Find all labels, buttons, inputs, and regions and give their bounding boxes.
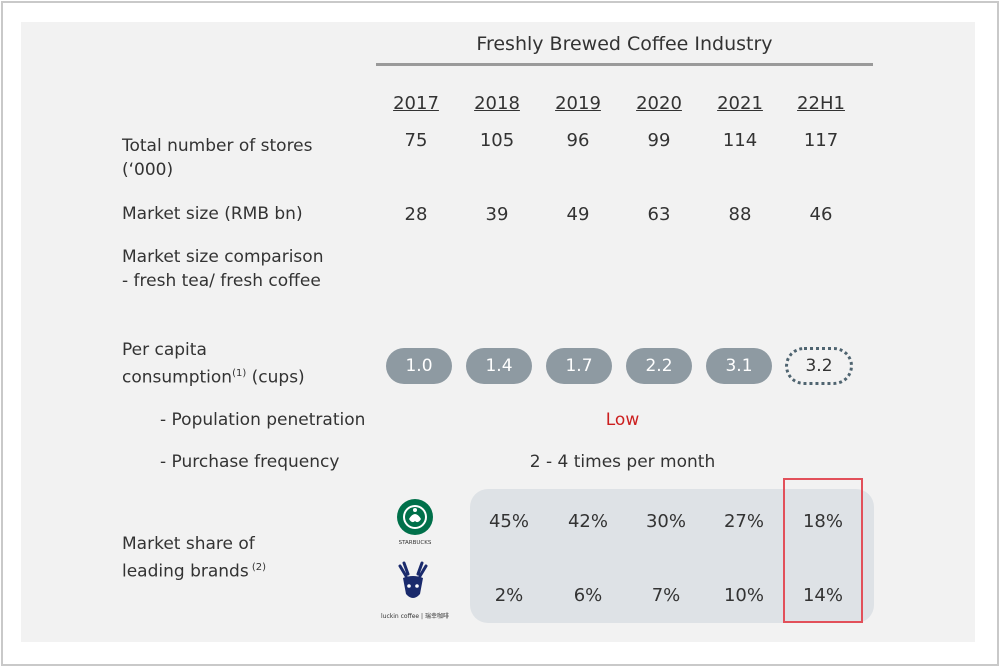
row-label-market-share: Market share of leading brands (2): [122, 534, 267, 582]
stores-value: 96: [566, 130, 590, 151]
table-title: Freshly Brewed Coffee Industry: [476, 33, 773, 55]
luckin-share: 6%: [573, 585, 603, 606]
stores-value: 105: [479, 130, 515, 151]
luckin-share: 10%: [723, 585, 764, 606]
latest-period-highlight: [783, 478, 863, 623]
luckin-share: 2%: [494, 585, 524, 606]
year-header: 2019: [555, 93, 601, 114]
year-header: 2018: [474, 93, 520, 114]
luckin-share: 7%: [651, 585, 681, 606]
per-capita-pill: 3.1: [706, 348, 772, 384]
luckin-logo-icon: luckin coffee | 瑞幸咖啡: [378, 560, 452, 624]
starbucks-share: 30%: [645, 511, 686, 532]
starbucks-share: 27%: [723, 511, 764, 532]
frequency-value: 2 - 4 times per month: [529, 452, 716, 472]
starbucks-logo-icon: STARBUCKS: [392, 497, 438, 547]
svg-text:STARBUCKS: STARBUCKS: [399, 540, 432, 546]
per-capita-pill: 1.4: [466, 348, 532, 384]
svg-text:luckin coffee | 瑞幸咖啡: luckin coffee | 瑞幸咖啡: [381, 612, 449, 620]
market-share-panel: [470, 489, 874, 623]
per-capita-pill: 1.0: [386, 348, 452, 384]
penetration-value: Low: [605, 410, 640, 430]
starbucks-share: 42%: [567, 511, 608, 532]
stores-value: 75: [404, 130, 428, 151]
stores-value: 117: [803, 130, 839, 151]
market-size-value: 49: [566, 204, 590, 225]
year-header: 2017: [393, 93, 439, 114]
market-size-value: 63: [647, 204, 671, 225]
row-label-stores: Total number of stores (‘000): [122, 136, 313, 180]
luckin-share: 14%: [802, 585, 843, 606]
market-size-value: 88: [728, 204, 752, 225]
per-capita-pill: 1.7: [546, 348, 612, 384]
stores-value: 99: [647, 130, 671, 151]
starbucks-share: 45%: [488, 511, 529, 532]
row-label-market-size: Market size (RMB bn): [122, 204, 303, 224]
stores-value: 114: [722, 130, 758, 151]
starbucks-share: 18%: [802, 511, 843, 532]
row-label-per-capita: Per capita consumption(1) (cups): [122, 340, 305, 388]
year-header: 22H1: [797, 93, 845, 114]
year-header: 2020: [636, 93, 682, 114]
market-size-value: 28: [404, 204, 428, 225]
year-header: 2021: [717, 93, 763, 114]
per-capita-pill: 2.2: [626, 348, 692, 384]
row-label-comparison: Market size comparison - fresh tea/ fres…: [122, 247, 324, 291]
title-rule: [376, 63, 873, 66]
row-label-penetration: - Population penetration: [160, 410, 366, 430]
row-label-frequency: - Purchase frequency: [160, 452, 340, 472]
market-size-value: 39: [485, 204, 509, 225]
market-size-value: 46: [809, 204, 833, 225]
per-capita-pill-estimate: 3.2: [785, 347, 853, 385]
